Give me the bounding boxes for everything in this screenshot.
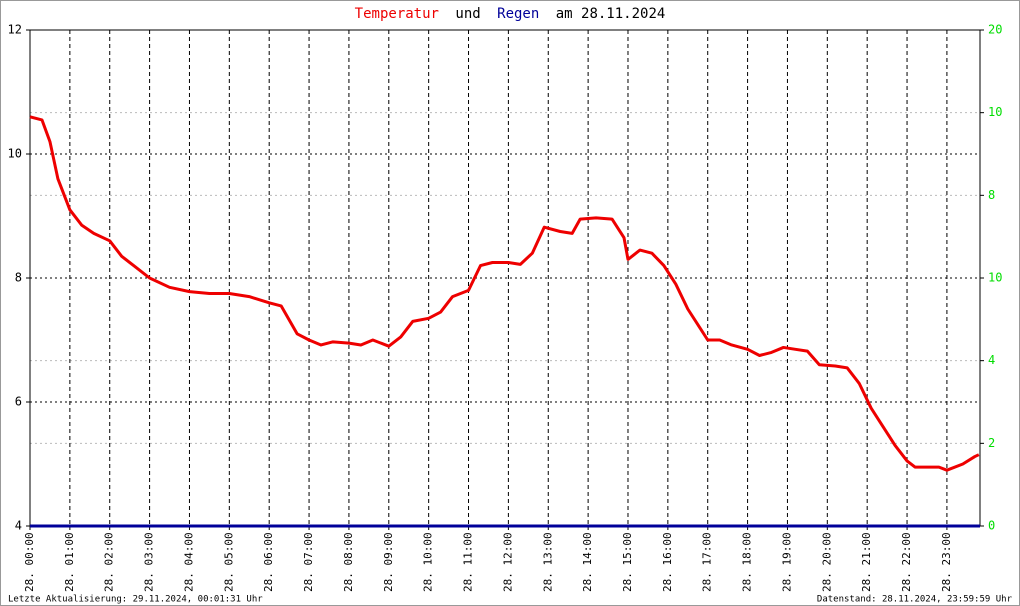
y2-tick-label: 8 (988, 188, 995, 202)
y-tick-label: 4 (15, 519, 22, 533)
y-tick-label: 12 (8, 23, 22, 37)
x-tick-label: 28. 11:00 (462, 532, 475, 592)
x-tick-label: 28. 23:00 (940, 532, 953, 592)
x-tick-label: 28. 18:00 (741, 532, 754, 592)
y2-tick-label: 4 (988, 353, 995, 367)
x-tick-label: 28. 02:00 (103, 532, 116, 592)
x-tick-label: 28. 10:00 (422, 532, 435, 592)
x-tick-label: 28. 14:00 (581, 532, 594, 592)
x-tick-label: 28. 08:00 (342, 532, 355, 592)
y-tick-label: 6 (15, 395, 22, 409)
title-end: am 28.11.2024 (556, 6, 666, 22)
series-line (29, 115, 980, 472)
x-tick-label: 28. 21:00 (860, 532, 873, 592)
x-tick-label: 28. 03:00 (143, 532, 156, 592)
x-tick-label: 28. 13:00 (541, 532, 554, 592)
y-tick-label: 8 (15, 271, 22, 285)
x-tick-label: 28. 19:00 (780, 532, 793, 592)
title-rain: Regen (497, 6, 539, 22)
y2-tick-label: 0 (988, 519, 995, 533)
y-tick-label: 10 (8, 147, 22, 161)
y2-tick-label: 10 (988, 105, 1002, 119)
chart-title: Temperatur und Regen am 28.11.2024 (355, 6, 666, 22)
y2-tick-label: 10 (988, 271, 1002, 285)
footer-right: Datenstand: 28.11.2024, 23:59:59 Uhr (817, 595, 1013, 605)
x-tick-label: 28. 15:00 (621, 532, 634, 592)
footer-left: Letzte Aktualisierung: 29.11.2024, 00:01… (8, 595, 263, 605)
title-temp: Temperatur (355, 6, 439, 22)
x-tick-label: 28. 05:00 (222, 532, 235, 592)
x-tick-label: 28. 01:00 (63, 532, 76, 592)
x-tick-label: 28. 20:00 (820, 532, 833, 592)
x-tick-label: 28. 07:00 (302, 532, 315, 592)
y2-tick-label: 20 (988, 23, 1002, 37)
y2-tick-label: 2 (988, 436, 995, 450)
title-mid: und (455, 6, 480, 22)
x-tick-label: 28. 04:00 (182, 532, 195, 592)
x-tick-label: 28. 17:00 (701, 532, 714, 592)
x-tick-label: 28. 09:00 (382, 532, 395, 592)
x-tick-label: 28. 12:00 (501, 532, 514, 592)
x-tick-label: 28. 22:00 (900, 532, 913, 592)
x-tick-label: 28. 00:00 (23, 532, 36, 592)
x-tick-label: 28. 06:00 (262, 532, 275, 592)
x-tick-label: 28. 16:00 (661, 532, 674, 592)
